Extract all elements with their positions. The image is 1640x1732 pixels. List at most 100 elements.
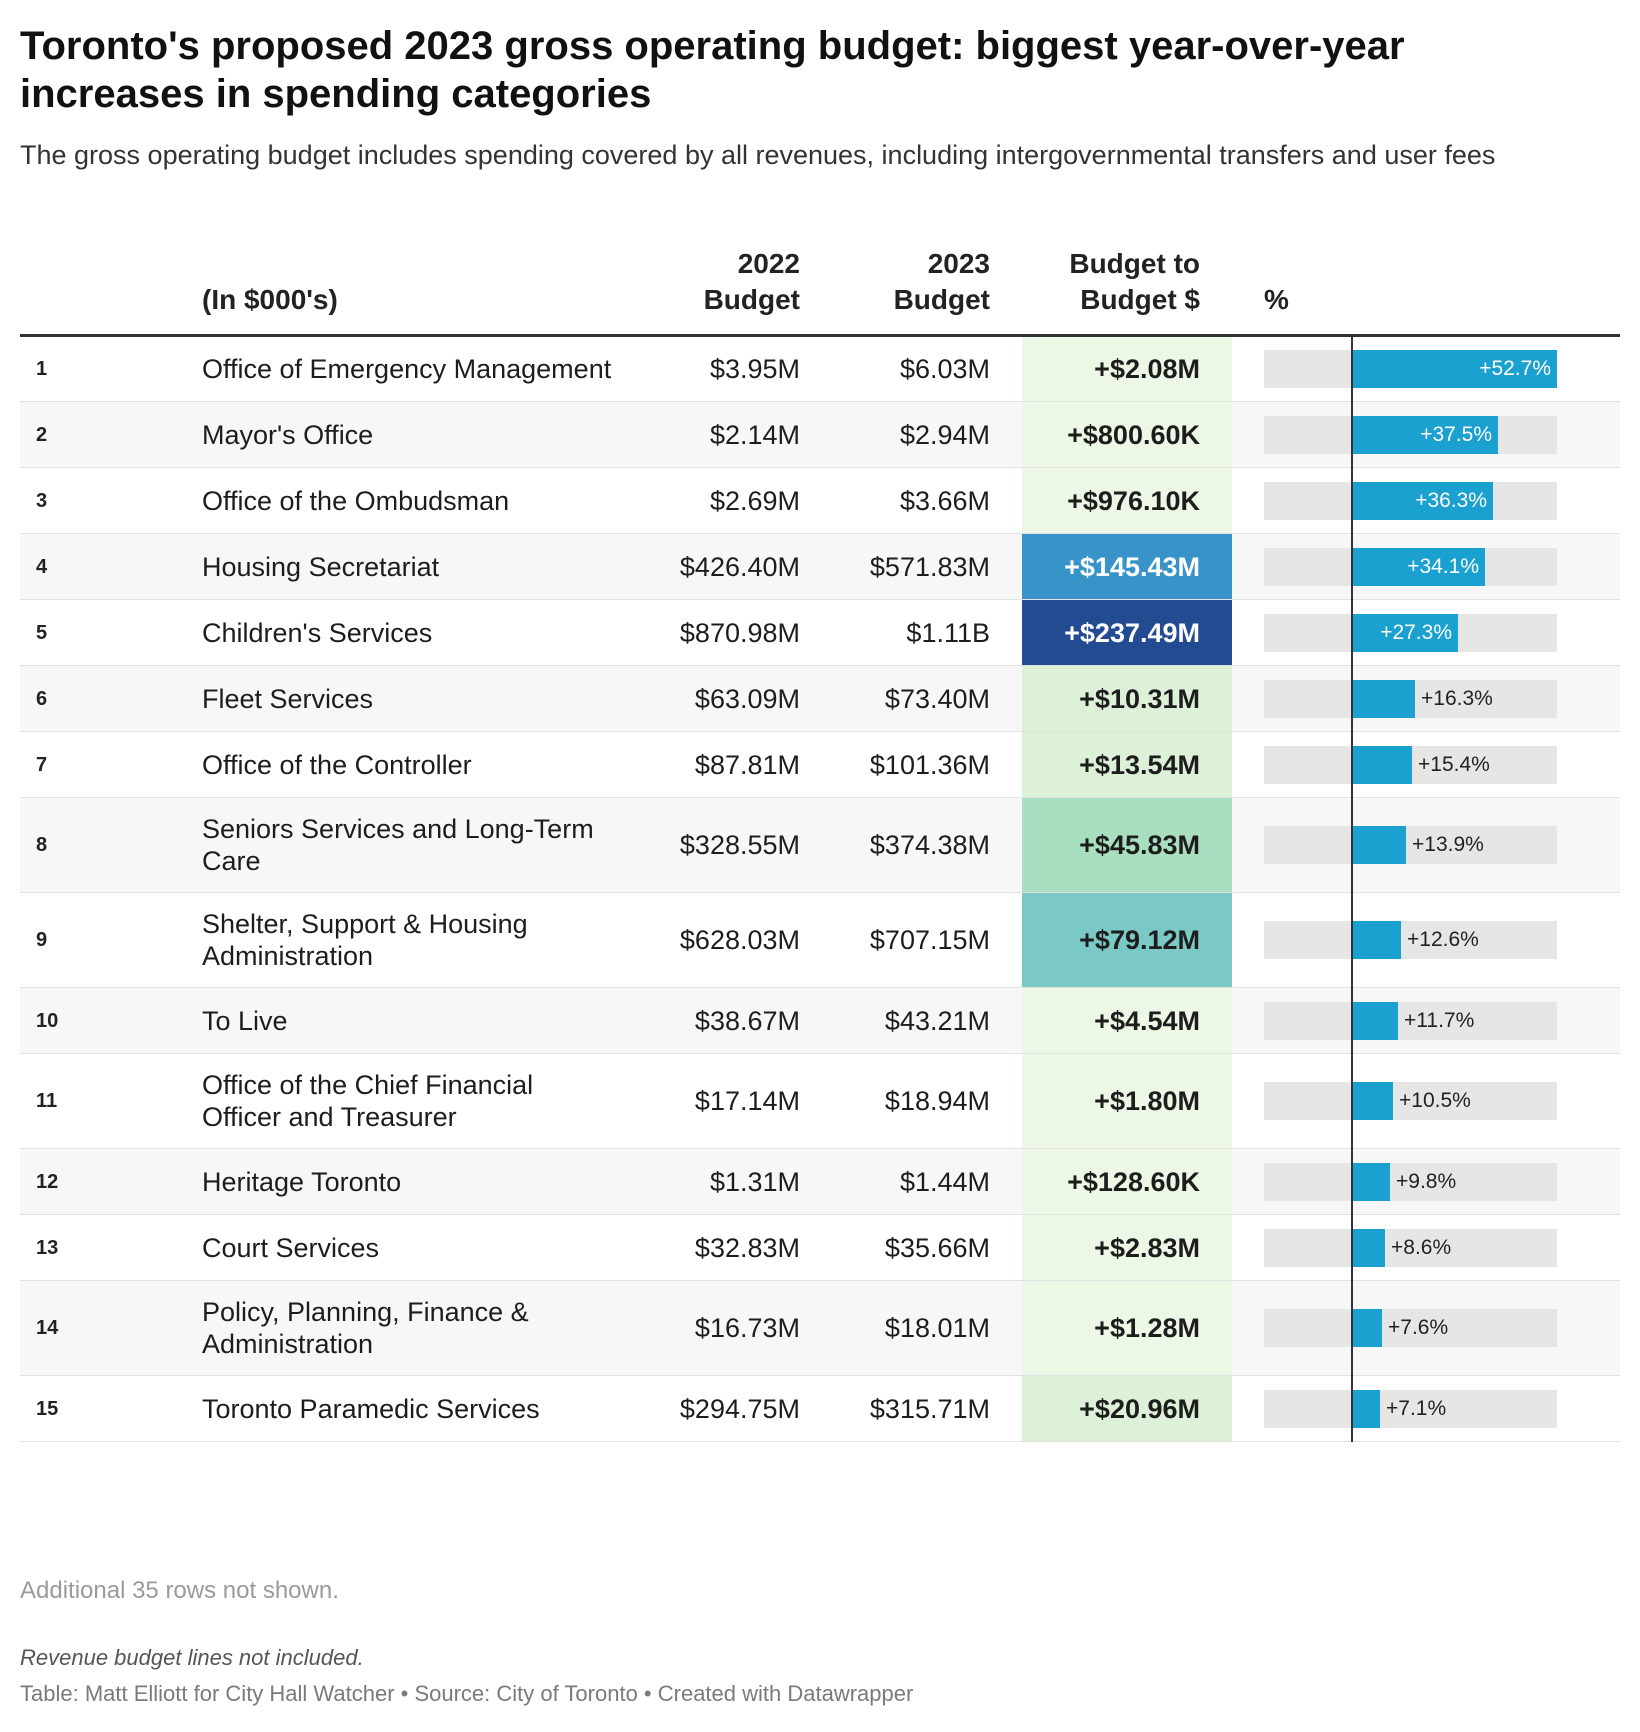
header-row: (In $000's) 2022 Budget 2023 Budget Budg…: [20, 222, 1620, 337]
percent-bar-track: +10.5%: [1264, 1082, 1557, 1120]
row-budget-diff: +$976.10K: [1022, 467, 1232, 534]
percent-bar-track: +36.3%: [1264, 481, 1557, 520]
row-budget-2022: $17.14M: [642, 1053, 832, 1149]
percent-bar: [1352, 350, 1557, 388]
row-name: Children's Services: [202, 599, 642, 666]
row-budget-2023: $374.38M: [832, 797, 1022, 893]
percent-bar-track: +16.3%: [1264, 679, 1557, 718]
row-percent-cell: +12.6%: [1232, 892, 1620, 988]
row-budget-2023: $18.01M: [832, 1280, 1022, 1376]
percent-label: +7.1%: [1386, 1396, 1447, 1420]
rows-hidden-note: Additional 35 rows not shown.: [20, 1577, 339, 1604]
percent-bar: [1352, 826, 1406, 864]
row-name: Office of Emergency Management: [202, 335, 642, 402]
zero-baseline: [1351, 336, 1353, 1442]
row-percent-cell: +13.9%: [1232, 797, 1620, 893]
chart-title: Toronto's proposed 2023 gross operating …: [20, 24, 1405, 116]
table-row: 2 Mayor's Office $2.14M $2.94M +$800.60K +37.…: [20, 401, 1620, 468]
percent-label: +8.6%: [1391, 1235, 1452, 1259]
percent-bar-track: +37.5%: [1264, 415, 1557, 454]
row-budget-2022: $294.75M: [642, 1375, 832, 1442]
percent-bar: [1352, 1389, 1380, 1428]
row-rank: 6: [20, 665, 202, 732]
table-row: 3 Office of the Ombudsman $2.69M $3.66M +$97…: [20, 467, 1620, 534]
header-budget-2023-line1: 2023: [927, 248, 990, 279]
percent-label: +52.7%: [1479, 357, 1551, 380]
header-budget-2023: 2023 Budget: [832, 222, 1022, 337]
row-budget-2023: $1.44M: [832, 1148, 1022, 1215]
table-body: 1 Office of Emergency Management $3.95M $6.…: [20, 335, 1620, 1442]
percent-bar-track: +12.6%: [1264, 921, 1557, 959]
header-budget-diff-line2: Budget $: [1080, 284, 1200, 315]
percent-label: +13.9%: [1412, 833, 1484, 856]
row-name: Heritage Toronto: [202, 1148, 642, 1215]
row-budget-2023: $315.71M: [832, 1375, 1022, 1442]
table-row: 11 Office of the Chief Financial Officer …: [20, 1053, 1620, 1149]
row-budget-2022: $2.69M: [642, 467, 832, 534]
row-rank: 7: [20, 731, 202, 798]
table-row: 12 Heritage Toronto $1.31M $1.44M +$128.60K +…: [20, 1148, 1620, 1215]
percent-bar: [1352, 1309, 1382, 1347]
row-budget-diff: +$2.83M: [1022, 1214, 1232, 1281]
row-percent-cell: +9.8%: [1232, 1148, 1620, 1215]
percent-label: +37.5%: [1420, 422, 1492, 446]
row-rank: 2: [20, 401, 202, 468]
row-name: Housing Secretariat: [202, 533, 642, 600]
row-name: Mayor's Office: [202, 401, 642, 468]
row-percent-cell: +27.3%: [1232, 599, 1620, 666]
header-budget-2022-line2: Budget: [703, 284, 800, 315]
row-percent-cell: +36.3%: [1232, 467, 1620, 534]
budget-table: (In $000's) 2022 Budget 2023 Budget Budg…: [20, 222, 1620, 1442]
row-rank: 11: [20, 1053, 202, 1149]
percent-bar-track: +11.7%: [1264, 1001, 1557, 1040]
chart-subtitle: The gross operating budget includes spen…: [20, 140, 1496, 170]
table-row: 15 Toronto Paramedic Services $294.75M $315…: [20, 1375, 1620, 1442]
row-rank: 15: [20, 1375, 202, 1442]
header-budget-2023-line2: Budget: [893, 284, 990, 315]
percent-bar-track: +52.7%: [1264, 350, 1557, 388]
row-budget-2023: $73.40M: [832, 665, 1022, 732]
percent-bar-track: +9.8%: [1264, 1162, 1557, 1201]
percent-label: +27.3%: [1380, 620, 1452, 644]
row-budget-diff: +$128.60K: [1022, 1148, 1232, 1215]
row-percent-cell: +16.3%: [1232, 665, 1620, 732]
row-percent-cell: +52.7%: [1232, 335, 1620, 402]
percent-bar: [1352, 1082, 1393, 1120]
row-name: Office of the Ombudsman: [202, 467, 642, 534]
row-name: Shelter, Support & Housing Administratio…: [202, 892, 642, 988]
table-row: 4 Housing Secretariat $426.40M $571.83M +$14…: [20, 533, 1620, 600]
table-row: 9 Shelter, Support & Housing Administrati…: [20, 892, 1620, 988]
row-name: Policy, Planning, Finance & Administrati…: [202, 1280, 642, 1376]
row-percent-cell: +37.5%: [1232, 401, 1620, 468]
row-budget-2022: $2.14M: [642, 401, 832, 468]
row-name: Court Services: [202, 1214, 642, 1281]
row-rank: 5: [20, 599, 202, 666]
row-budget-diff: +$4.54M: [1022, 987, 1232, 1054]
percent-bar: [1352, 1228, 1385, 1267]
percent-bar: [1352, 1001, 1398, 1040]
row-name: Office of the Controller: [202, 731, 642, 798]
source-line: Table: Matt Elliott for City Hall Watche…: [20, 1681, 914, 1706]
row-rank: 13: [20, 1214, 202, 1281]
row-budget-2023: $6.03M: [832, 335, 1022, 402]
row-budget-2023: $35.66M: [832, 1214, 1022, 1281]
row-budget-2022: $16.73M: [642, 1280, 832, 1376]
table-row: 14 Policy, Planning, Finance & Administra…: [20, 1280, 1620, 1376]
row-name: Office of the Chief Financial Officer an…: [202, 1053, 642, 1149]
percent-bar: [1352, 481, 1493, 520]
row-budget-2022: $38.67M: [642, 987, 832, 1054]
table-row: 8 Seniors Services and Long-Term Care $328…: [20, 797, 1620, 893]
row-percent-cell: +15.4%: [1232, 731, 1620, 798]
row-budget-diff: +$13.54M: [1022, 731, 1232, 798]
percent-bar-track: +27.3%: [1264, 613, 1557, 652]
row-percent-cell: +7.1%: [1232, 1375, 1620, 1442]
percent-bar: [1352, 415, 1498, 454]
percent-bar: [1352, 745, 1412, 784]
row-budget-2022: $328.55M: [642, 797, 832, 893]
row-budget-2022: $426.40M: [642, 533, 832, 600]
row-budget-diff: +$237.49M: [1022, 599, 1232, 666]
row-budget-2022: $32.83M: [642, 1214, 832, 1281]
table-row: 1 Office of Emergency Management $3.95M $6.…: [20, 335, 1620, 402]
percent-label: +34.1%: [1407, 554, 1479, 578]
table-row: 5 Children's Services $870.98M $1.11B +$237.…: [20, 599, 1620, 666]
